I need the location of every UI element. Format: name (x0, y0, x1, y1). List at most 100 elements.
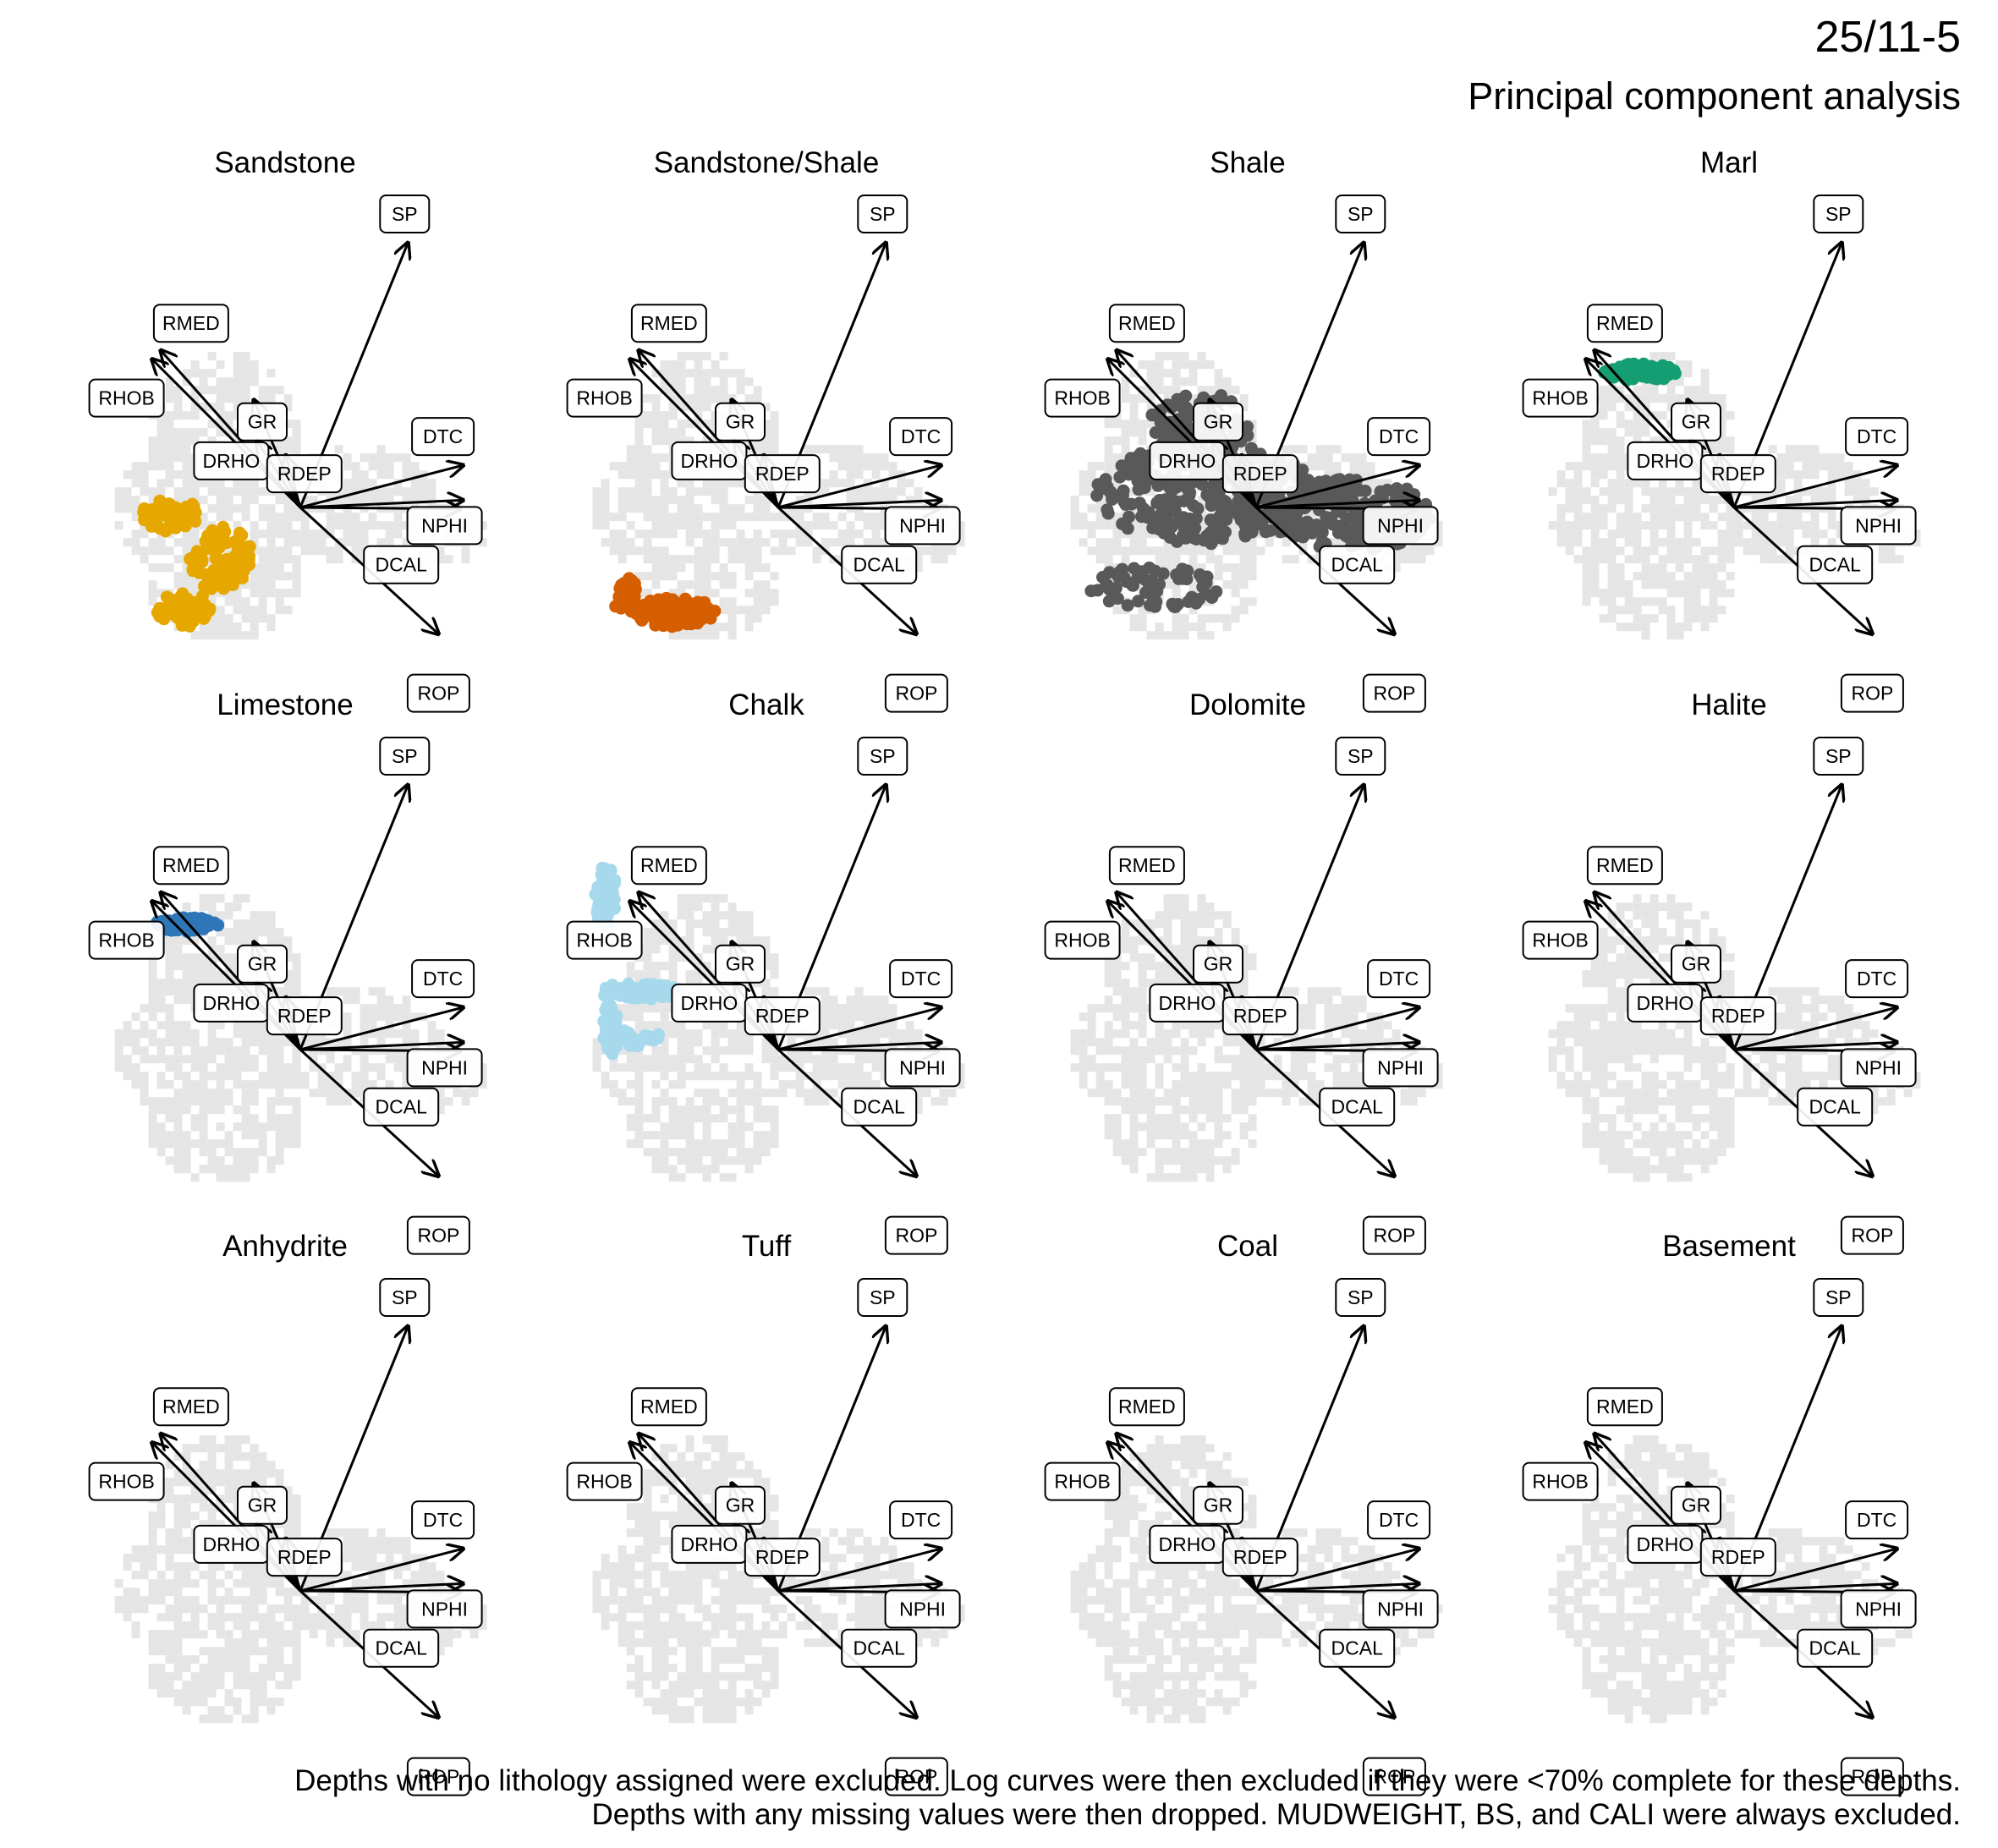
data-point (642, 606, 656, 620)
data-point (228, 564, 242, 577)
loading-label-dcal: DCAL (841, 1628, 918, 1668)
loading-label-dcal: DCAL (363, 545, 440, 584)
loading-label-dcal: DCAL (1319, 1628, 1396, 1668)
loading-label-rhob: RHOB (566, 378, 643, 418)
loading-arrow-dtc (777, 465, 941, 509)
loading-label-gr: GR (1193, 944, 1243, 984)
loading-label-dcal: DCAL (1797, 545, 1874, 584)
data-point (1238, 529, 1252, 543)
facet-title: Coal (1217, 1230, 1278, 1263)
svg-text:DRHO: DRHO (203, 450, 261, 472)
data-point (603, 998, 617, 1012)
loading-label-drho: DRHO (1627, 1524, 1704, 1564)
svg-text:GR: GR (1682, 411, 1711, 433)
background-points (1070, 894, 1443, 1182)
loading-label-rop: ROP (884, 673, 948, 713)
loading-label-rdep: RDEP (266, 454, 343, 494)
data-point (1189, 512, 1203, 525)
loading-label-nphi: NPHI (406, 506, 483, 546)
svg-text:NPHI: NPHI (1377, 514, 1424, 536)
svg-text:DCAL: DCAL (376, 554, 428, 576)
facet-title: Sandstone/Shale (654, 146, 880, 179)
loading-label-rmed: RMED (152, 304, 229, 343)
svg-text:DRHO: DRHO (1637, 450, 1694, 472)
loading-label-rop: ROP (1362, 673, 1426, 713)
data-point (1132, 483, 1145, 496)
loading-label-rdep: RDEP (744, 1538, 821, 1577)
loading-label-rmed: RMED (630, 846, 707, 886)
loading-label-rop: ROP (1840, 673, 1904, 713)
loading-label-rmed: RMED (1108, 846, 1185, 886)
data-point (685, 598, 699, 611)
data-point (1123, 455, 1137, 469)
data-point (1387, 485, 1400, 498)
data-point (613, 1025, 627, 1039)
data-point (1216, 532, 1229, 546)
data-point (629, 606, 643, 618)
loading-label-nphi: NPHI (406, 1589, 483, 1629)
footnote-line-2: Depths with any missing values were then… (591, 1798, 1962, 1831)
svg-text:NPHI: NPHI (899, 514, 946, 536)
data-point (610, 1009, 623, 1023)
data-point (1667, 364, 1681, 377)
svg-text:RDEP: RDEP (755, 463, 810, 485)
loading-label-rmed: RMED (1586, 1387, 1663, 1427)
loading-label-sp: SP (379, 737, 431, 776)
svg-text:GR: GR (726, 411, 755, 433)
loading-label-rhob: RHOB (1044, 1461, 1121, 1501)
svg-text:NPHI: NPHI (421, 514, 468, 536)
figure-title: 25/11-5 (1814, 13, 1961, 62)
data-point (1189, 596, 1203, 610)
data-point (1171, 535, 1183, 548)
data-point (1353, 484, 1367, 497)
loading-label-dcal: DCAL (841, 1087, 918, 1127)
svg-text:DCAL: DCAL (1331, 554, 1384, 576)
svg-text:RMED: RMED (162, 854, 220, 876)
facet-title: Sandstone (214, 146, 355, 179)
data-point (169, 521, 183, 535)
loading-label-dtc: DTC (889, 959, 953, 999)
loading-label-sp: SP (857, 1278, 908, 1317)
loading-label-rhob: RHOB (88, 1461, 165, 1501)
loading-label-nphi: NPHI (1362, 1048, 1439, 1088)
svg-text:DTC: DTC (901, 425, 941, 447)
loading-label-gr: GR (1193, 402, 1243, 441)
loading-label-drho: DRHO (1149, 1524, 1226, 1564)
loading-label-rdep: RDEP (1221, 454, 1298, 494)
data-point (1096, 571, 1109, 584)
data-point (1204, 491, 1217, 505)
data-point (1128, 562, 1141, 575)
loadings: SP RMED RHOB GR DRHO RDEP DTC NPHI DCAL ROP (1522, 195, 1917, 713)
loading-label-rop: ROP (1840, 1215, 1904, 1255)
loading-label-rhob: RHOB (1522, 920, 1599, 960)
data-point (1342, 490, 1356, 503)
loading-label-gr: GR (237, 402, 288, 441)
loading-label-rmed: RMED (1586, 846, 1663, 886)
svg-text:RDEP: RDEP (1233, 463, 1287, 485)
data-point (1281, 506, 1294, 519)
svg-text:SP: SP (1825, 203, 1852, 225)
svg-text:SP: SP (392, 203, 418, 225)
facet-title: Halite (1691, 688, 1766, 721)
loading-label-dcal: DCAL (1319, 1087, 1396, 1127)
svg-text:DCAL: DCAL (854, 554, 906, 576)
figure-subtitle: Principal component analysis (1468, 74, 1961, 118)
loading-label-dcal: DCAL (1319, 545, 1396, 584)
loading-label-sp: SP (1335, 1278, 1386, 1317)
facet-title: Tuff (742, 1230, 792, 1263)
loading-label-drho: DRHO (1627, 441, 1704, 480)
loading-label-rdep: RDEP (266, 996, 343, 1036)
loading-label-rop: ROP (884, 1215, 948, 1255)
data-point (696, 602, 710, 615)
data-point (1191, 502, 1205, 515)
data-point (635, 981, 649, 995)
data-point (1127, 579, 1139, 592)
svg-text:DTC: DTC (423, 425, 463, 447)
loading-label-gr: GR (1671, 1485, 1721, 1525)
loading-label-rop: ROP (406, 1215, 470, 1255)
loading-label-nphi: NPHI (1840, 1048, 1917, 1088)
